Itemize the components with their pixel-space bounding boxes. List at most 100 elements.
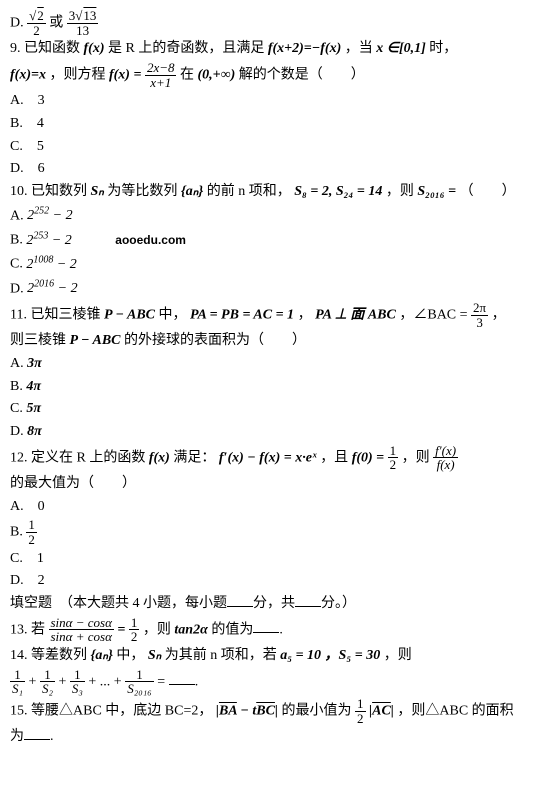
q14-l1: 14. 等差数列 {aₙ} 中， Sₙ 为其前 n 项和，若 a₅ = 10 ，…: [10, 645, 544, 667]
q14-t5: .: [195, 674, 199, 689]
q10-t4: ，则: [386, 184, 414, 199]
opt-d-label: D.: [10, 15, 24, 30]
q11-t3: ，: [298, 307, 312, 322]
fill-t1: 填空题 （本大题共 4 小题，每小题: [10, 596, 227, 611]
q12-b: B. 12: [10, 518, 544, 546]
frac-3sqrt13-13: 3√1313: [67, 9, 99, 37]
q10-d: D. 22016 − 2: [10, 277, 544, 300]
q11-a-val: 3π: [27, 356, 42, 371]
q14-t3: 为其前 n 项和，若: [165, 648, 277, 663]
q11-b-label: B.: [10, 379, 23, 394]
q13-frac: sinα − cosαsinα + cosα: [49, 616, 114, 644]
q13-bot: sinα + cosα: [49, 630, 114, 644]
q12-t3: ，且: [320, 450, 348, 465]
q11-p: P − ABC: [104, 307, 155, 322]
q14-f4: 1S₂₀₁₆: [125, 668, 154, 696]
q15-half: 12: [355, 697, 366, 725]
q11-c-label: C.: [10, 401, 23, 416]
q11-d-val: 8π: [27, 424, 42, 439]
q9-b: B. 4: [10, 113, 544, 135]
q14-sn: Sₙ: [148, 648, 161, 663]
q11-t1: 11. 已知三棱锥: [10, 307, 100, 322]
q11-a: A. 3π: [10, 353, 544, 375]
q10-b: B. 2253 − 2 aooedu.com: [10, 228, 544, 251]
fill-t3: 分。）: [321, 596, 356, 611]
q9-den: x+1: [145, 76, 177, 90]
q13-t1: 13. 若: [10, 622, 45, 637]
q9-l2d: 解的个数是（ ）: [239, 67, 365, 82]
q10-d-label: D.: [10, 281, 24, 296]
q11-c2: PA ⊥ 面 ABC: [315, 307, 396, 322]
q14-t1: 14. 等差数列: [10, 648, 87, 663]
q12-fx: f(x): [149, 450, 170, 465]
q14-t4: ，则: [384, 648, 412, 663]
q14-l2: 1S₁ + 1S₂ + 1S₃ + ... + 1S₂₀₁₆ = .: [10, 668, 544, 696]
q12-half: 12: [388, 444, 399, 472]
q14-f1: 1S₁: [10, 668, 25, 696]
q15-t2: 的最小值为: [282, 703, 352, 718]
q9-t3: ，当: [345, 41, 373, 56]
q13-t2: ，则: [143, 622, 171, 637]
q10-c-label: C.: [10, 257, 23, 272]
q10-line1: 10. 已知数列 Sₙ 为等比数列 {aₙ} 的前 n 项和， S₈ = 2, …: [10, 181, 544, 203]
q9-l2c: 在: [180, 67, 194, 82]
q15-l2: 为.: [10, 726, 544, 748]
q11-b: B. 4π: [10, 376, 544, 398]
q10-c: C. 21008 − 2: [10, 252, 544, 275]
q12-b-val: 12: [26, 518, 37, 546]
q11-t5: ，: [492, 307, 506, 322]
q11-l2a: 则三棱锥: [10, 333, 66, 348]
q10-b-val: 2253 − 2: [26, 233, 71, 248]
q13-blank: [253, 620, 279, 634]
q10-a-val: 2252 − 2: [27, 208, 72, 223]
q11-l2b: 的外接球的表面积为（ ）: [124, 333, 306, 348]
q9-a: A. 3: [10, 90, 544, 112]
q9-t1: 9. 已知函数: [10, 41, 80, 56]
q9-t4: 时，: [429, 41, 457, 56]
q15-vec: |BA − tBC|: [216, 703, 278, 718]
q14-t2: 中，: [116, 648, 144, 663]
q11-t2: 中，: [159, 307, 187, 322]
q12-ratio: f′(x)f(x): [433, 444, 458, 472]
q12-b-label: B.: [10, 525, 23, 540]
blank2: [295, 594, 321, 608]
q10-d-val: 22016 − 2: [27, 281, 77, 296]
q15-blank: [24, 727, 50, 741]
q11-c: C. 5π: [10, 398, 544, 420]
q9-cond: x ∈[0,1]: [376, 41, 426, 56]
q12-line1: 12. 定义在 R 上的函数 f(x) 满足： f′(x) − f(x) = x…: [10, 444, 544, 472]
q10-an: {aₙ}: [181, 184, 203, 199]
q9-eq2: f(x) =: [109, 67, 145, 82]
q11-line1: 11. 已知三棱锥 P − ABC 中， PA = PB = AC = 1 ， …: [10, 301, 544, 329]
q10-c-val: 21008 − 2: [26, 257, 76, 272]
q14-blank: [169, 672, 195, 686]
or-text: 或: [49, 15, 63, 30]
q11-t4: ，∠BAC =: [399, 307, 467, 322]
q10-a: A. 2252 − 2: [10, 204, 544, 227]
q12-t2: 满足：: [173, 450, 215, 465]
q11-p2: P − ABC: [70, 333, 121, 348]
q9-line2: f(x)=x ，则方程 f(x) = 2x−8x+1 在 (0,+∞) 解的个数…: [10, 61, 544, 89]
q9-eq1: f(x+2)=−f(x): [268, 41, 341, 56]
option-d-frag: D. √22 或 3√1313: [10, 9, 544, 37]
q13-eq: =: [117, 622, 128, 637]
q9-fx: f(x): [84, 41, 105, 56]
q12-f0: f(0) =: [352, 450, 384, 465]
q9-frac: 2x−8x+1: [145, 61, 177, 89]
q10-a-label: A.: [10, 208, 24, 223]
q14-f2: 1S₂: [40, 668, 55, 696]
q12-c: C. 1: [10, 548, 544, 570]
q9-num: 2x−8: [145, 61, 177, 76]
q10-t3: 的前 n 项和，: [207, 184, 291, 199]
q10-t2: 为等比数列: [107, 184, 177, 199]
q11-line2: 则三棱锥 P − ABC 的外接球的表面积为（ ）: [10, 330, 544, 352]
q9-l2a: f(x)=x: [10, 67, 46, 82]
q12-t4: ，则: [402, 450, 430, 465]
q13-half: 12: [129, 616, 140, 644]
q11-a-label: A.: [10, 356, 24, 371]
q10-b-label: B.: [10, 233, 23, 248]
q14-f3: 1S₃: [70, 668, 85, 696]
q9-domain: (0,+∞): [197, 67, 235, 82]
fill-title: 填空题 （本大题共 4 小题，每小题分，共分。）: [10, 593, 544, 615]
q15-l1: 15. 等腰△ABC 中，底边 BC=2， |BA − tBC| 的最小值为 1…: [10, 697, 544, 725]
